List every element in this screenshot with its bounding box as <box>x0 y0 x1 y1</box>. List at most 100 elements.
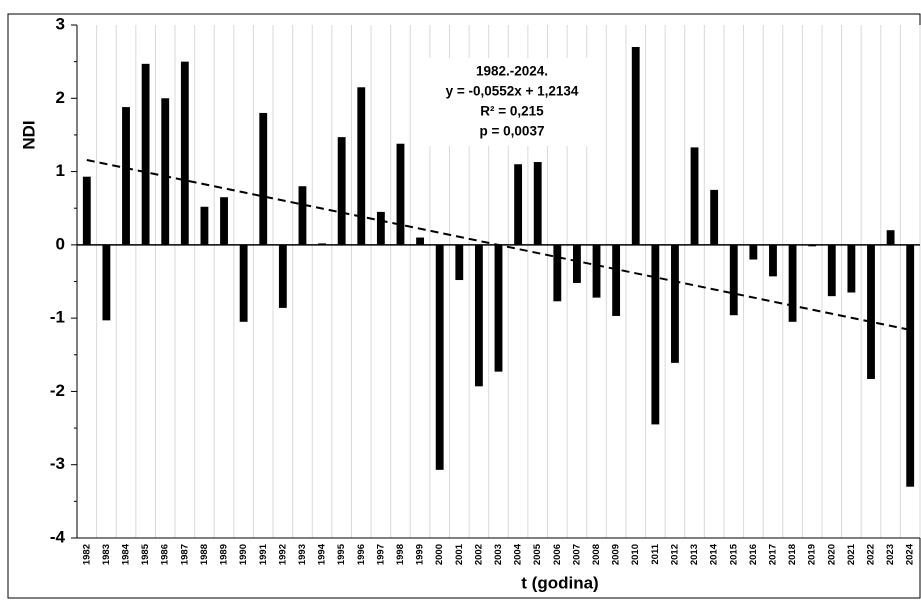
bar <box>514 164 523 245</box>
x-tick-label: 2011 <box>650 543 661 564</box>
x-tick-label: 1986 <box>160 544 171 565</box>
bar <box>494 244 503 372</box>
x-tick-label: 2008 <box>591 544 602 565</box>
bar <box>435 244 444 470</box>
bar <box>278 244 287 308</box>
bar <box>376 211 385 245</box>
bar <box>886 230 895 245</box>
bar <box>357 87 366 245</box>
bar <box>612 244 621 316</box>
annotation: p = 0,0037 <box>480 124 545 139</box>
x-tick-label: 2024 <box>905 543 916 565</box>
x-tick-label: 1988 <box>199 544 210 565</box>
x-tick-label: 2010 <box>630 544 641 565</box>
bar <box>122 107 130 245</box>
y-tick-label: -2 <box>50 381 65 400</box>
x-tick-label: 1990 <box>238 544 249 565</box>
bar <box>631 46 640 245</box>
bar <box>82 176 91 245</box>
x-tick-label: 1987 <box>179 544 190 565</box>
x-tick-label: 2022 <box>866 544 877 565</box>
y-tick-label: 0 <box>56 234 65 253</box>
bar <box>651 244 660 425</box>
x-tick-label: 1994 <box>317 543 328 565</box>
bar <box>200 206 209 245</box>
annotation: 1982.-2024. <box>476 64 548 79</box>
x-tick-label: 1998 <box>395 544 406 565</box>
x-tick-label: 2017 <box>767 544 778 565</box>
x-tick-label: 1993 <box>297 544 308 565</box>
bar <box>259 112 268 245</box>
y-axis-label: NDI <box>19 120 38 149</box>
x-tick-label: 2005 <box>532 543 543 565</box>
bar <box>396 143 405 245</box>
y-tick-label: -3 <box>50 454 65 473</box>
x-tick-label: 1982 <box>81 544 92 565</box>
x-tick-label: 2016 <box>748 544 759 565</box>
bar <box>827 244 836 297</box>
bar <box>455 244 464 281</box>
x-tick-label: 2014 <box>709 543 720 565</box>
y-tick-label: 3 <box>56 14 65 33</box>
x-tick-label: 2004 <box>513 543 524 565</box>
x-tick-label: 2015 <box>728 543 739 565</box>
x-tick-label: 1983 <box>101 544 112 565</box>
bar <box>592 244 601 298</box>
x-tick-label: 2012 <box>669 544 680 565</box>
bar <box>553 244 562 302</box>
y-tick-label: -1 <box>50 308 65 327</box>
bar <box>533 162 542 245</box>
x-tick-label: 2006 <box>552 544 563 565</box>
x-tick-label: 1985 <box>140 543 151 565</box>
y-tick-label: 1 <box>56 161 65 180</box>
x-tick-label: 2003 <box>493 544 504 565</box>
bar <box>141 63 150 245</box>
x-tick-label: 1999 <box>415 544 426 565</box>
bar <box>239 244 248 322</box>
x-tick-label: 2013 <box>689 544 700 565</box>
bar <box>749 244 758 260</box>
bar <box>298 186 307 245</box>
annotation-box <box>425 58 600 146</box>
x-tick-label: 2000 <box>434 544 445 565</box>
annotation: y = -0,0552x + 1,2134 <box>446 84 579 99</box>
bar <box>161 98 170 245</box>
bar <box>337 137 346 245</box>
x-tick-label: 2021 <box>846 543 857 565</box>
x-axis-label: t (godina) <box>521 573 598 592</box>
bar <box>102 244 111 321</box>
x-tick-label: 1989 <box>219 544 230 565</box>
y-tick-label: -4 <box>50 527 66 546</box>
bar <box>906 244 915 487</box>
bar <box>690 147 699 245</box>
bar <box>710 189 719 245</box>
bar <box>474 244 483 387</box>
x-tick-label: 1996 <box>356 544 367 565</box>
annotation: R² = 0,215 <box>480 104 544 119</box>
x-tick-label: 2020 <box>826 544 837 565</box>
bar <box>220 197 228 245</box>
x-tick-label: 2023 <box>885 544 896 565</box>
bar <box>788 244 797 322</box>
x-tick-label: 2001 <box>454 543 465 565</box>
x-tick-label: 1997 <box>375 544 386 565</box>
x-tick-label: 1992 <box>277 544 288 565</box>
y-tick-label: 2 <box>56 88 65 107</box>
bar <box>180 61 189 245</box>
x-tick-label: 1995 <box>336 543 347 565</box>
bar <box>847 244 856 293</box>
bar <box>729 244 738 316</box>
x-tick-label: 2002 <box>473 544 484 565</box>
x-tick-label: 1991 <box>258 543 269 565</box>
x-tick-label: 2018 <box>787 544 798 565</box>
bar <box>416 237 425 245</box>
bar <box>769 244 777 277</box>
x-tick-label: 2007 <box>571 544 582 565</box>
bar <box>572 244 581 283</box>
x-tick-label: 2009 <box>611 544 622 565</box>
x-tick-label: 1984 <box>121 543 132 565</box>
trendline <box>86 158 911 331</box>
x-tick-label: 2019 <box>807 544 818 565</box>
bar <box>867 244 875 379</box>
